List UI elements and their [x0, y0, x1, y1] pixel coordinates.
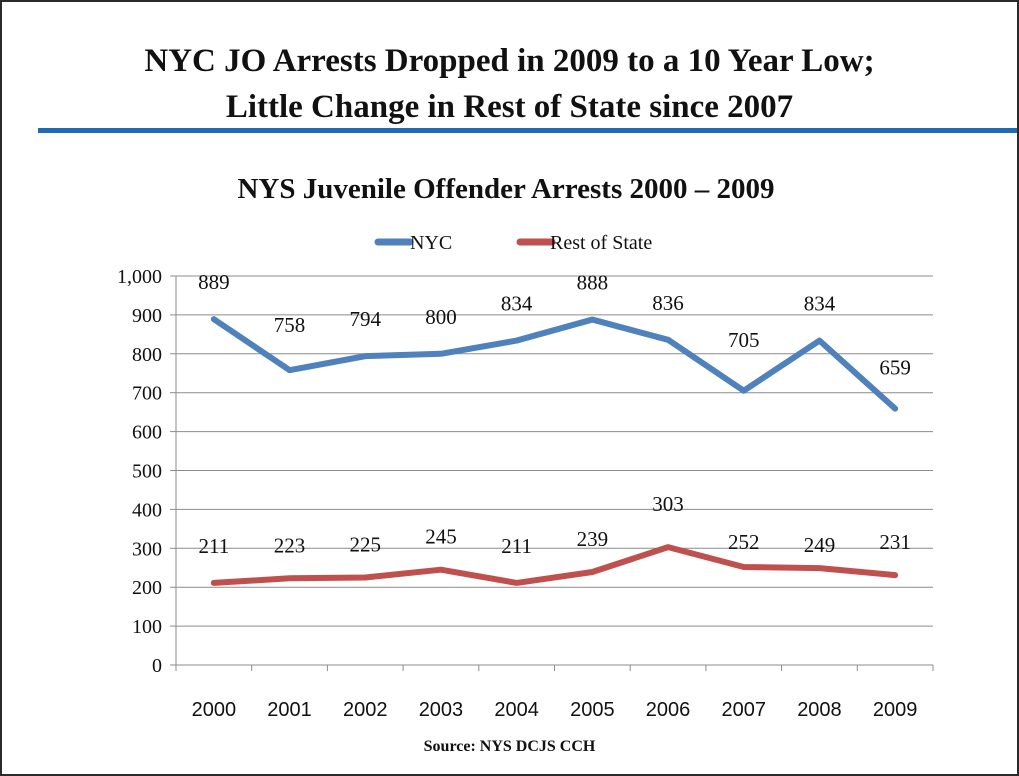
- source-note: Source: NYS DCJS CCH: [423, 738, 596, 755]
- title-divider: [38, 128, 1017, 133]
- data-label: 888: [577, 271, 609, 295]
- x-tick-label: 2004: [494, 699, 539, 721]
- chart-title: NYS Juvenile Offender Arrests 2000 – 200…: [237, 173, 774, 205]
- data-label: 800: [425, 305, 457, 329]
- y-axis-tick-labels: 0 100 200 300 400 500 600 700 800 900 1,000: [117, 266, 162, 677]
- x-axis-tick-labels: 2000 2001 2002 2003 2004 2005 2006 2007 2008 2009: [192, 699, 918, 721]
- legend-item: Rest of State: [516, 232, 652, 254]
- data-label: 211: [501, 534, 532, 558]
- data-label: 758: [274, 313, 306, 337]
- data-label: 249: [804, 533, 836, 557]
- data-labels: 889 758 794 800 834 888 836 705 834 659 211 223 225 2…: [198, 270, 911, 558]
- y-tick-label: 700: [132, 383, 162, 405]
- x-tick-label: 2007: [722, 699, 767, 721]
- headline-line-1: NYC JO Arrests Dropped in 2009 to a 10 Y…: [144, 43, 875, 79]
- x-tick-label: 2003: [419, 699, 464, 721]
- data-label: 834: [804, 292, 836, 316]
- y-tick-label: 800: [132, 344, 162, 366]
- legend: NYC Rest of State: [374, 232, 652, 254]
- x-tick-label: 2001: [267, 699, 312, 721]
- y-tick-label: 600: [132, 422, 162, 444]
- series-line-rest-of-state: [210, 544, 899, 586]
- legend-label: NYC: [410, 232, 452, 254]
- y-tick-label: 900: [132, 305, 162, 327]
- legend-label: Rest of State: [550, 232, 652, 254]
- x-tick-label: 2005: [570, 699, 615, 721]
- data-label: 239: [577, 527, 609, 551]
- headline-line-2: Little Change in Rest of State since 200…: [225, 89, 794, 125]
- data-label: 705: [728, 328, 760, 352]
- axes: [170, 275, 934, 671]
- series-line-nyc: [210, 316, 899, 412]
- x-tick-label: 2002: [343, 699, 388, 721]
- y-tick-label: 500: [132, 461, 162, 483]
- legend-item: NYC: [374, 232, 452, 254]
- data-label: 252: [728, 530, 760, 554]
- y-tick-label: 0: [152, 655, 162, 677]
- data-label: 834: [501, 292, 533, 316]
- y-tick-label: 100: [132, 616, 162, 638]
- data-label: 223: [274, 533, 306, 557]
- y-tick-label: 400: [132, 499, 162, 521]
- y-tick-label: 1,000: [117, 266, 162, 288]
- y-tick-label: 300: [132, 538, 162, 560]
- y-tick-label: 200: [132, 577, 162, 599]
- headline: NYC JO Arrests Dropped in 2009 to a 10 Y…: [2, 38, 1017, 130]
- data-label: 659: [879, 356, 911, 380]
- series-lines: [210, 316, 899, 586]
- data-label: 889: [198, 270, 230, 294]
- line-chart: NYS Juvenile Offender Arrests 2000 – 200…: [117, 173, 934, 721]
- data-label: 794: [350, 307, 382, 331]
- x-tick-label: 2009: [873, 699, 918, 721]
- data-label: 836: [652, 291, 684, 315]
- data-label: 303: [652, 492, 684, 516]
- x-tick-label: 2006: [646, 699, 691, 721]
- gridlines: [176, 275, 933, 627]
- data-label: 225: [350, 532, 382, 556]
- data-label: 245: [425, 525, 457, 549]
- x-tick-label: 2008: [797, 699, 842, 721]
- data-label: 211: [198, 534, 229, 558]
- data-label: 231: [879, 530, 911, 554]
- x-tick-label: 2000: [192, 699, 237, 721]
